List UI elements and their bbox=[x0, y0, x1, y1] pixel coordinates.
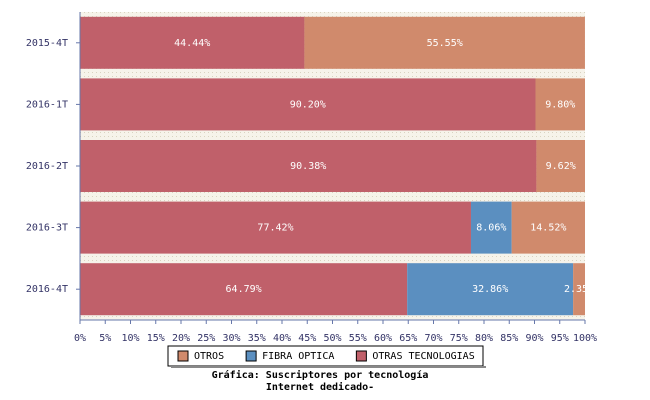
x-tick-label: 20% bbox=[172, 333, 190, 344]
x-tick-label: 70% bbox=[424, 333, 442, 344]
bar-segment bbox=[573, 263, 585, 316]
value-label: 90.20% bbox=[290, 99, 326, 110]
value-label: 64.79% bbox=[226, 284, 262, 295]
x-tick-label: 25% bbox=[197, 333, 215, 344]
x-tick-label: 95% bbox=[551, 333, 569, 344]
value-label: 2.35% bbox=[564, 284, 594, 295]
legend-swatch bbox=[177, 350, 189, 362]
bar-segment bbox=[407, 263, 574, 316]
value-label: 44.44% bbox=[174, 38, 210, 49]
x-tick-label: 0% bbox=[74, 333, 86, 344]
legend-shadow bbox=[171, 366, 486, 368]
x-tick-label: 10% bbox=[121, 333, 139, 344]
bar-segment bbox=[80, 16, 305, 69]
value-label: 9.62% bbox=[546, 161, 576, 172]
y-tick-label: 2016-2T bbox=[26, 161, 68, 172]
legend-swatch bbox=[355, 350, 367, 362]
y-tick-label: 2015-4T bbox=[26, 38, 68, 49]
y-tick-label: 2016-4T bbox=[26, 284, 68, 295]
x-tick-label: 90% bbox=[525, 333, 543, 344]
chart-title: Gráfica: Suscriptores por tecnología bbox=[212, 369, 429, 381]
legend-label: OTRAS TECNOLOGIAS bbox=[372, 351, 474, 362]
value-label: 8.06% bbox=[476, 223, 506, 234]
plot-area: 44.44% 55.55% 90.20% 9.80% 90.38% 9.62% 77.42%… bbox=[80, 16, 594, 316]
bar-segment bbox=[80, 263, 408, 316]
y-tick-label: 2016-3T bbox=[26, 223, 68, 234]
x-tick-label: 75% bbox=[450, 333, 468, 344]
x-tick-label: 40% bbox=[273, 333, 291, 344]
x-tick-label: 15% bbox=[147, 333, 165, 344]
legend-swatch bbox=[245, 350, 257, 362]
x-tick-label: 45% bbox=[298, 333, 316, 344]
x-tick-label: 60% bbox=[374, 333, 392, 344]
value-label: 77.42% bbox=[257, 223, 293, 234]
value-label: 14.52% bbox=[530, 223, 566, 234]
bar-segment bbox=[80, 140, 537, 192]
x-tick-label: 30% bbox=[222, 333, 240, 344]
bar-segment bbox=[535, 78, 585, 131]
x-tick-label: 80% bbox=[475, 333, 493, 344]
bar-segment bbox=[80, 201, 471, 254]
bar-segment bbox=[304, 16, 585, 69]
bar-segment bbox=[470, 201, 512, 254]
x-tick-label: 55% bbox=[349, 333, 367, 344]
y-tick-label: 2016-1T bbox=[26, 99, 68, 110]
value-label: 9.80% bbox=[545, 99, 575, 110]
bar-segment bbox=[511, 201, 585, 254]
legend-label: FIBRA OPTICA bbox=[262, 351, 334, 362]
value-label: 32.86% bbox=[472, 284, 508, 295]
value-label: 90.38% bbox=[290, 161, 326, 172]
bar-segment bbox=[80, 78, 536, 131]
bar-segment bbox=[536, 140, 585, 192]
x-tick-label: 5% bbox=[99, 333, 111, 344]
x-tick-label: 50% bbox=[323, 333, 341, 344]
x-tick-label: 35% bbox=[248, 333, 266, 344]
x-tick-label: 65% bbox=[399, 333, 417, 344]
chart-title: Internet dedicado- bbox=[266, 381, 374, 393]
x-tick-label: 85% bbox=[500, 333, 518, 344]
legend-label: OTROS bbox=[194, 351, 224, 362]
value-label: 55.55% bbox=[427, 38, 463, 49]
x-tick-label: 100% bbox=[573, 333, 597, 344]
